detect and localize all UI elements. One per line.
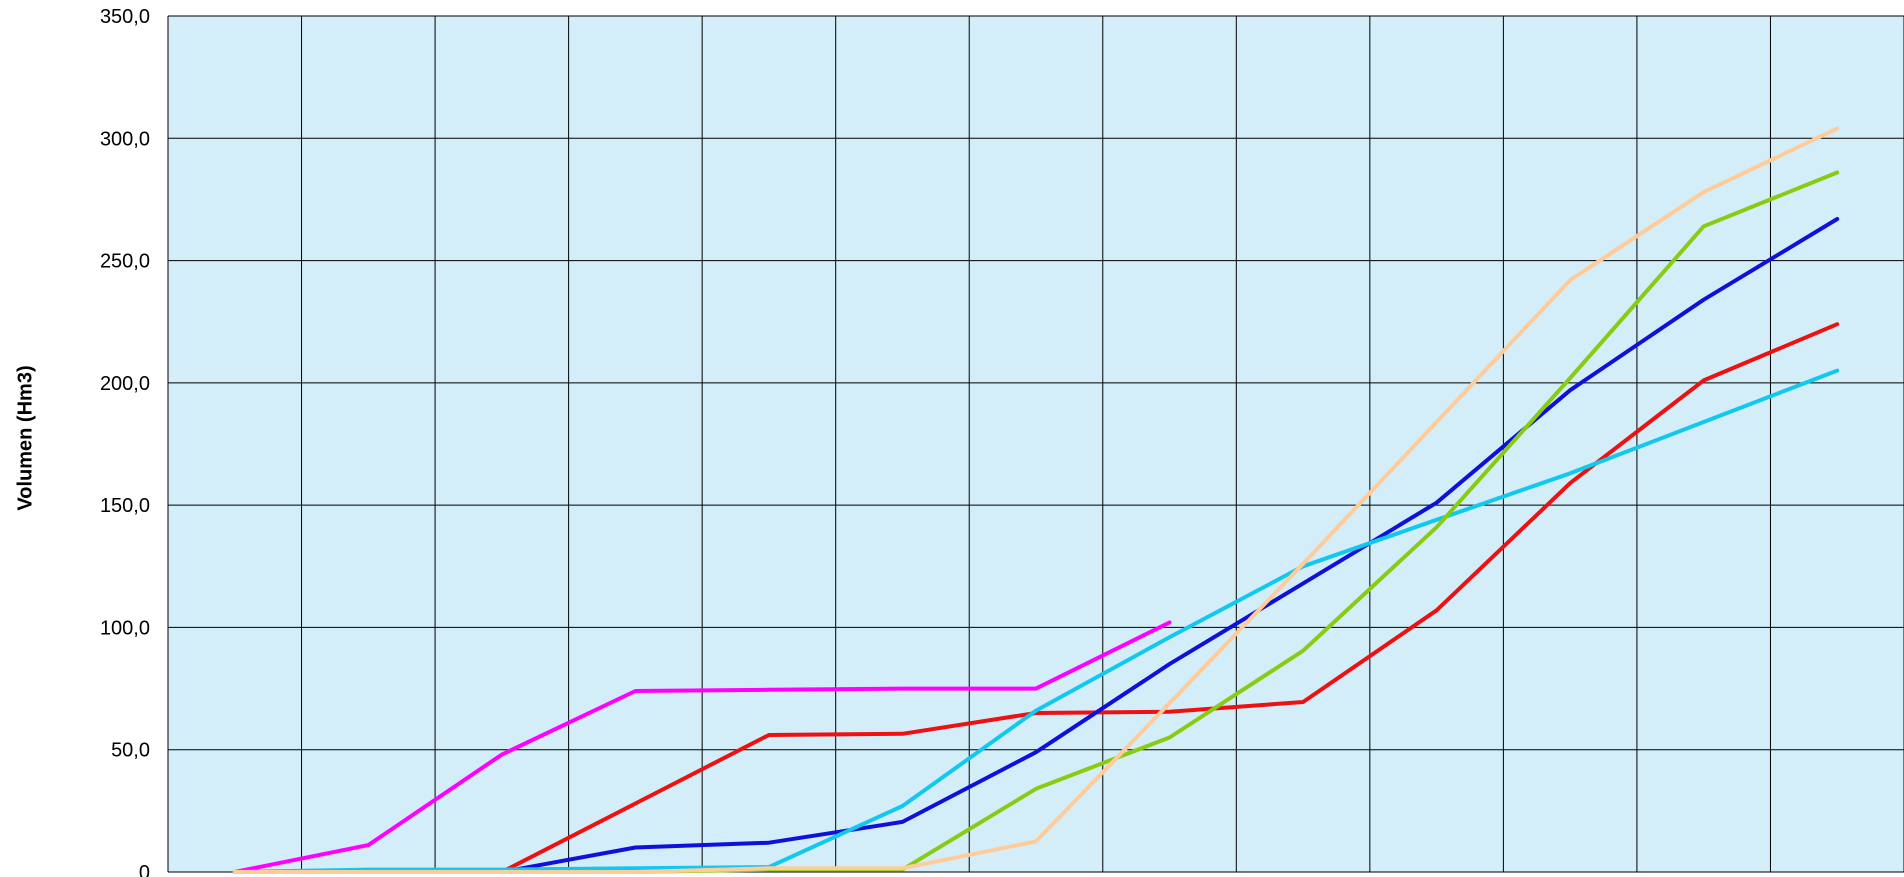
y-tick-label: 350,0 xyxy=(100,6,150,28)
y-tick-label: 200,0 xyxy=(100,373,150,395)
series-lines xyxy=(232,126,1840,874)
y-tick-label: 0 xyxy=(139,862,150,877)
y-tick-label: 250,0 xyxy=(100,251,150,273)
y-tick-label: 150,0 xyxy=(100,495,150,517)
y-axis-tick-labels: 0 50,0 100,0 150,0 200,0 250,0 300,0 350,0 xyxy=(100,6,150,877)
y-tick-label: 50,0 xyxy=(111,740,150,762)
series-line-1 xyxy=(232,620,1172,874)
series-line-4 xyxy=(232,368,1840,874)
series-line-6 xyxy=(232,126,1840,874)
y-tick-label: 100,0 xyxy=(100,617,150,639)
plot-area xyxy=(168,16,1904,872)
y-tick-label: 300,0 xyxy=(100,128,150,150)
y-axis-title: Volumen (Hm3) xyxy=(14,365,36,510)
grid xyxy=(167,15,1904,873)
